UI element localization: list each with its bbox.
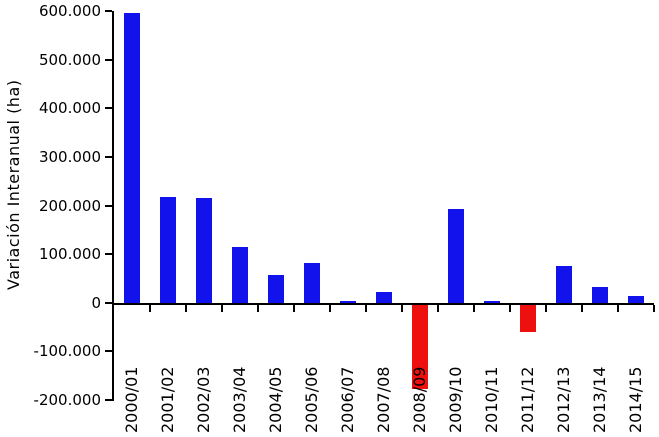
x-axis-tick bbox=[185, 305, 187, 312]
x-axis-tick bbox=[293, 305, 295, 312]
y-axis-tick bbox=[105, 59, 112, 61]
bar-2014-15 bbox=[628, 296, 644, 303]
bar-2004-05 bbox=[268, 275, 284, 303]
bar-2012-13 bbox=[556, 266, 572, 303]
x-axis-tick-label: 2005/06 bbox=[302, 366, 321, 433]
bar-2006-07 bbox=[340, 301, 356, 303]
y-axis-tick bbox=[105, 156, 112, 158]
y-axis-tick bbox=[105, 10, 112, 12]
y-axis-line bbox=[112, 11, 114, 401]
y-axis-tick-label: 100.000 bbox=[38, 245, 101, 263]
y-axis-tick-label: 500.000 bbox=[38, 51, 101, 69]
x-axis-tick bbox=[473, 305, 475, 312]
bar-2005-06 bbox=[304, 263, 320, 303]
y-axis-tick bbox=[105, 399, 112, 401]
x-axis-tick-label: 2002/03 bbox=[194, 366, 213, 433]
bar-2000-01 bbox=[124, 13, 140, 303]
x-axis-tick bbox=[329, 305, 331, 312]
x-axis-tick bbox=[653, 305, 655, 312]
x-axis-tick-label: 2009/10 bbox=[446, 366, 465, 433]
y-axis-tick-label: 200.000 bbox=[38, 197, 101, 215]
y-axis-tick-label: 300.000 bbox=[38, 148, 101, 166]
x-axis-tick bbox=[545, 305, 547, 312]
bar-2010-11 bbox=[484, 301, 500, 303]
y-axis-tick-label: -100.000 bbox=[33, 342, 101, 360]
x-axis-tick bbox=[401, 305, 403, 312]
x-axis-tick bbox=[617, 305, 619, 312]
x-axis-tick-label: 2007/08 bbox=[374, 366, 393, 433]
x-axis-tick-label: 2010/11 bbox=[482, 366, 501, 433]
y-axis-tick-label: -200.000 bbox=[33, 391, 101, 409]
x-axis-zero-line bbox=[112, 303, 654, 305]
x-axis-tick bbox=[581, 305, 583, 312]
x-axis-tick bbox=[257, 305, 259, 312]
x-axis-tick bbox=[221, 305, 223, 312]
x-axis-tick-label: 2011/12 bbox=[518, 366, 537, 433]
x-axis-tick-label: 2013/14 bbox=[590, 366, 609, 433]
bar-2001-02 bbox=[160, 197, 176, 303]
bar-2013-14 bbox=[592, 287, 608, 303]
y-axis-tick-label: 0 bbox=[91, 294, 101, 312]
x-axis-tick-label: 2006/07 bbox=[338, 366, 357, 433]
bar-2009-10 bbox=[448, 209, 464, 303]
y-axis-tick bbox=[105, 350, 112, 352]
x-axis-tick-label: 2001/02 bbox=[158, 366, 177, 433]
y-axis-tick bbox=[105, 205, 112, 207]
bar-2008-09 bbox=[412, 305, 428, 389]
x-axis-tick-label: 2003/04 bbox=[230, 366, 249, 433]
bar-2002-03 bbox=[196, 198, 212, 303]
x-axis-tick bbox=[365, 305, 367, 312]
y-axis-tick bbox=[105, 107, 112, 109]
bar-2011-12 bbox=[520, 305, 536, 332]
y-axis-tick bbox=[105, 253, 112, 255]
x-axis-tick-label: 2000/01 bbox=[122, 366, 141, 433]
x-axis-tick-label: 2012/13 bbox=[554, 366, 573, 433]
y-axis-tick bbox=[105, 302, 112, 304]
x-axis-tick-label: 2008/09 bbox=[410, 366, 429, 433]
x-axis-tick-label: 2014/15 bbox=[626, 366, 645, 433]
y-axis-tick-label: 400.000 bbox=[38, 99, 101, 117]
x-axis-tick-label: 2004/05 bbox=[266, 366, 285, 433]
bar-2007-08 bbox=[376, 292, 392, 303]
y-axis-tick-label: 600.000 bbox=[38, 2, 101, 20]
x-axis-tick bbox=[509, 305, 511, 312]
x-axis-tick bbox=[149, 305, 151, 312]
x-axis-tick bbox=[437, 305, 439, 312]
bar-2003-04 bbox=[232, 247, 248, 303]
